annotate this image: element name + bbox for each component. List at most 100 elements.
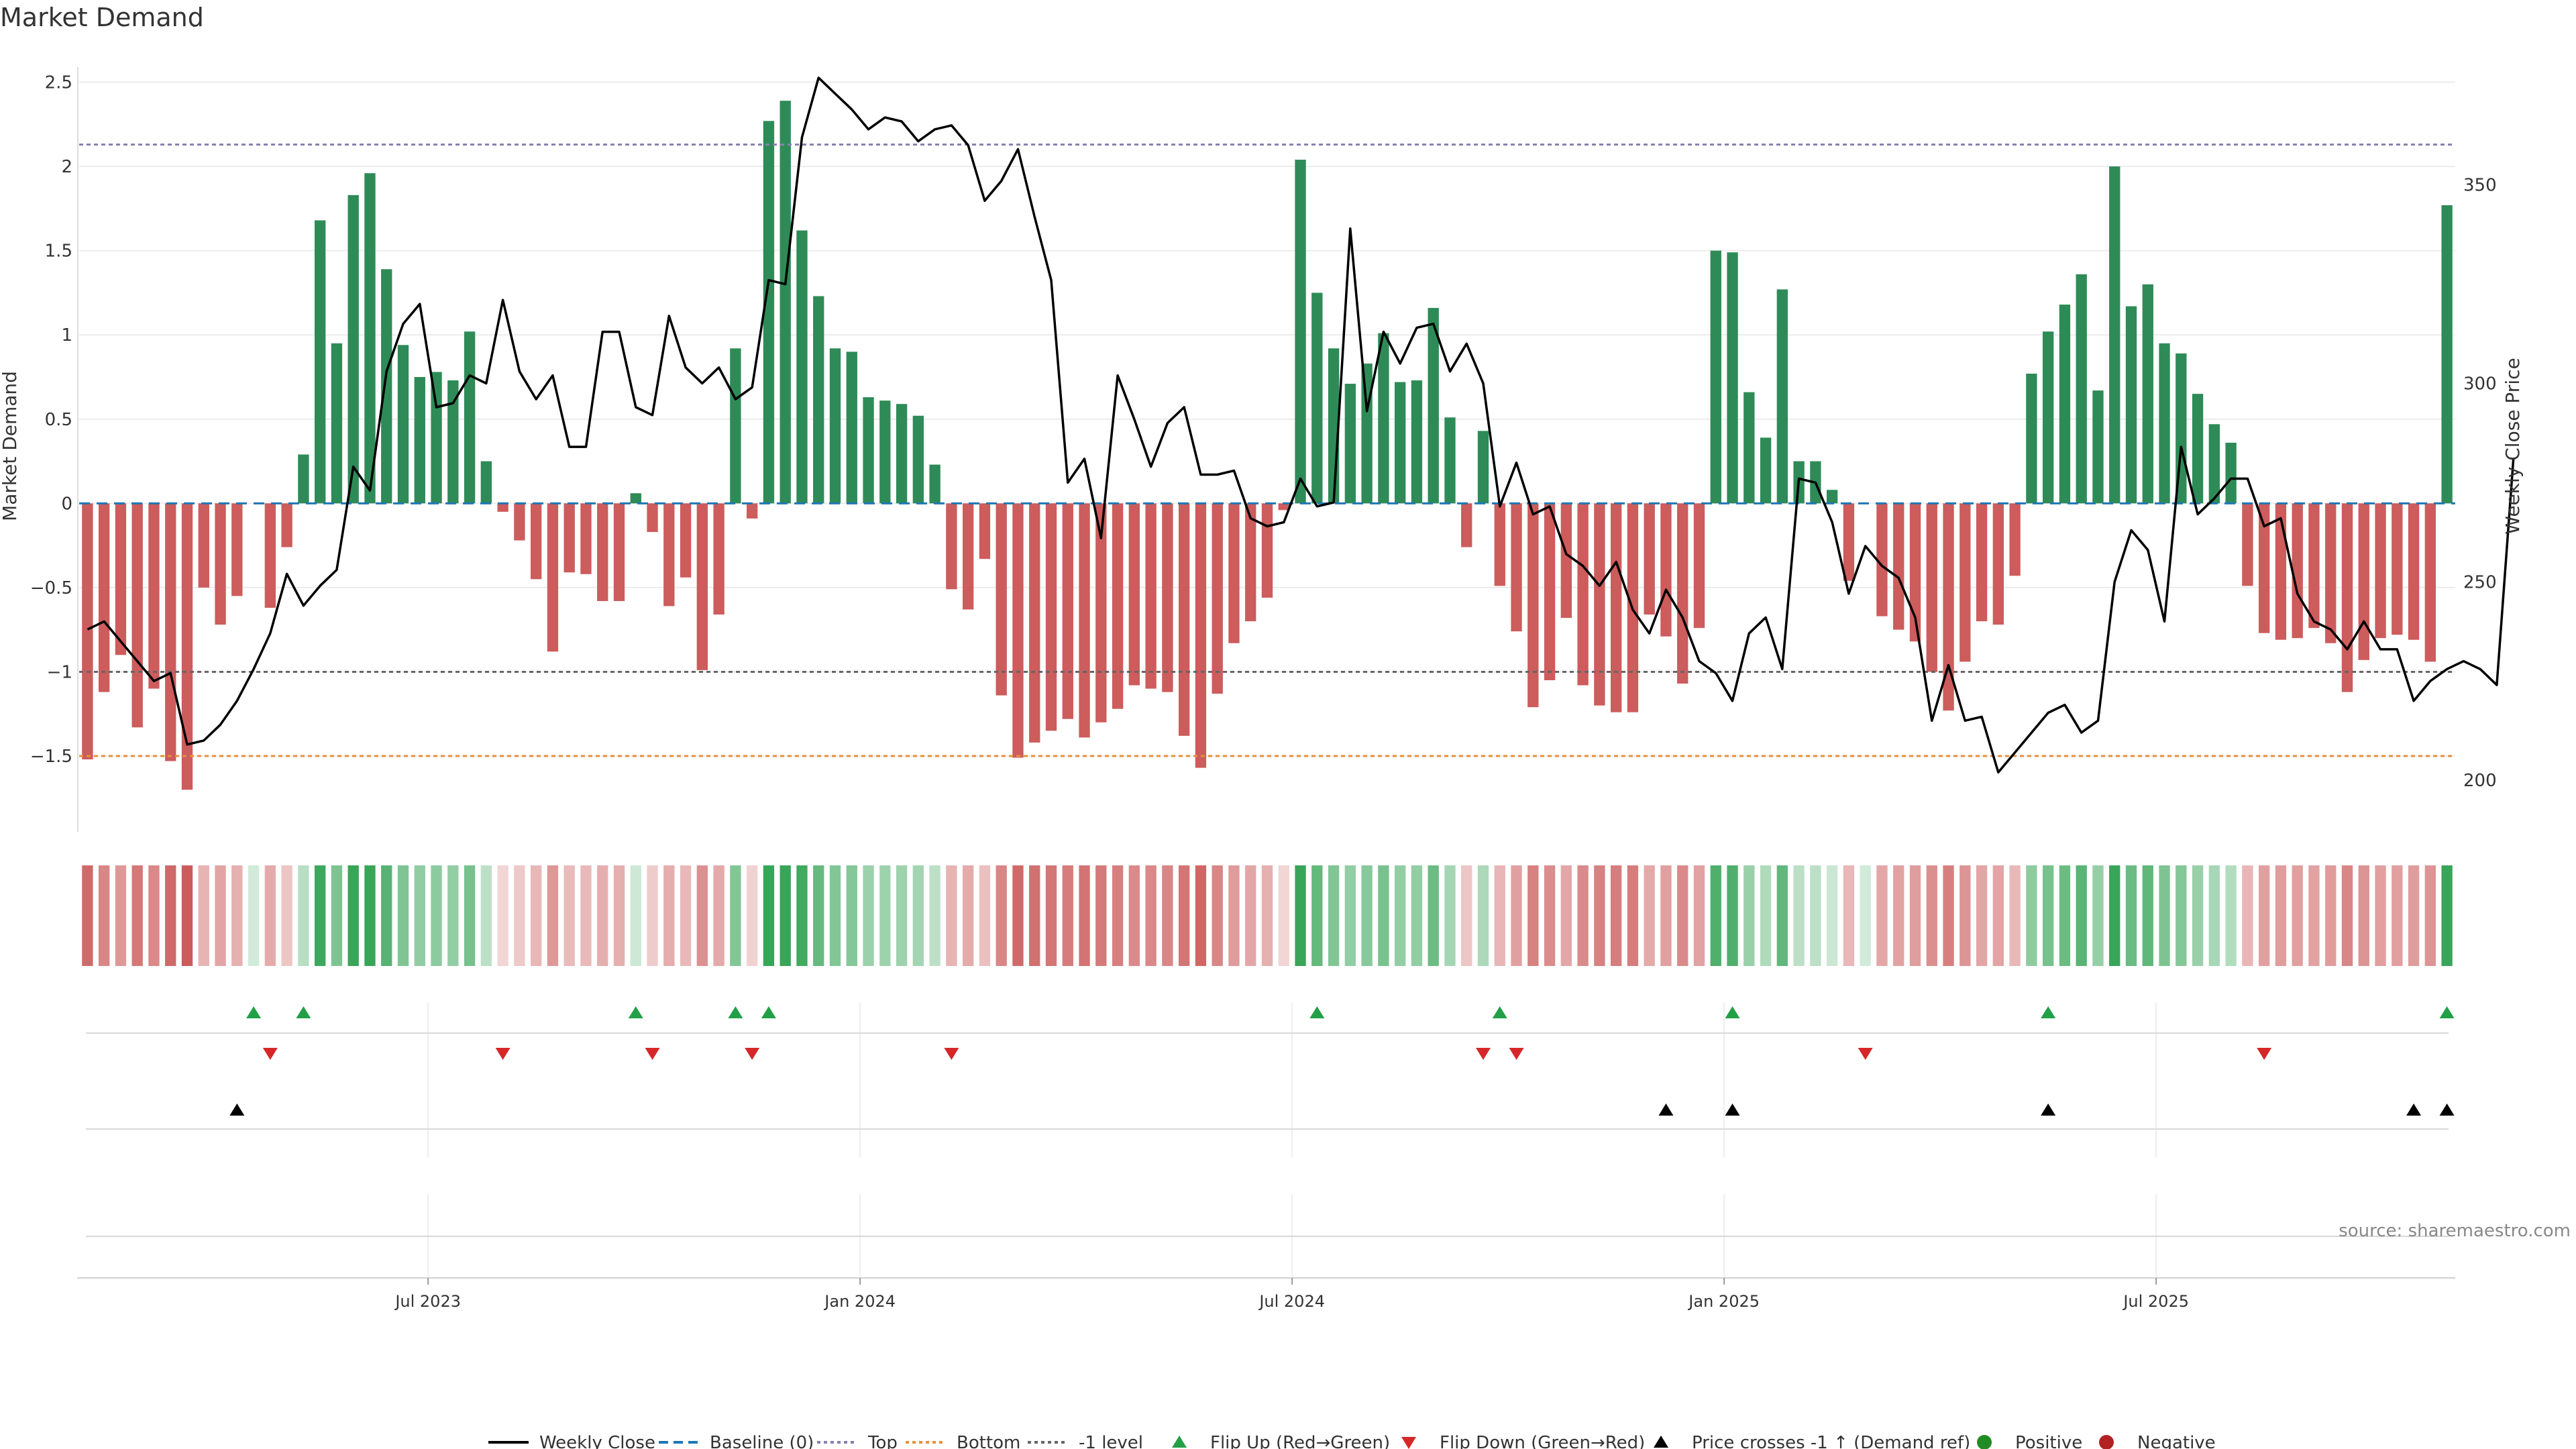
negative-bar [281, 503, 292, 547]
heat-strip-cell [1311, 865, 1323, 966]
heat-strip-cell [863, 865, 874, 966]
heat-strip-cell [597, 865, 608, 966]
heat-strip-cell [2192, 865, 2204, 966]
heat-strip-cell [264, 865, 276, 966]
negative-bar [696, 503, 708, 670]
heat-strip-cell [2441, 865, 2453, 966]
heat-strip-cell [131, 865, 143, 966]
legend-label: Bottom [957, 1433, 1020, 1449]
cross-up-marker [2406, 1104, 2422, 1116]
heat-strip-cell [1245, 865, 1256, 966]
negative-bar [2292, 503, 2303, 639]
heat-strip-cell [1594, 865, 1605, 966]
heat-strip-cell [829, 865, 841, 966]
negative-bar [680, 503, 692, 578]
positive-bar [796, 230, 808, 504]
heat-strip-cell [2275, 865, 2287, 966]
flip-up-marker [628, 1006, 643, 1018]
negative-bar [98, 503, 110, 692]
negative-bar [962, 503, 974, 610]
heat-strip-cell [613, 865, 625, 966]
negative-bar [264, 503, 276, 608]
heat-strip-cell [1710, 865, 1721, 966]
positive-bar [730, 348, 741, 504]
negative-bar [2341, 503, 2353, 692]
legend-label: Flip Up (Red→Green) [1210, 1433, 1390, 1449]
negative-bar [181, 503, 193, 790]
x-tick-label: Jul 2024 [1258, 1292, 1325, 1311]
x-tick-label: Jan 2025 [1687, 1292, 1760, 1311]
heat-strip-cell [2042, 865, 2054, 966]
cross-up-marker [2439, 1104, 2455, 1116]
x-axis: Jul 2023 Jan 2024 Jul 2024 Jan 2025 Jul 2025 [77, 1277, 2455, 1311]
negative-bar [2325, 503, 2337, 643]
heat-strip-cell [680, 865, 692, 966]
heat-strip-cell [1012, 865, 1024, 966]
negative-bar [1644, 503, 1655, 615]
legend-label: Weekly Close [539, 1433, 655, 1449]
positive-bar [1444, 417, 1456, 504]
negative-bar [1544, 503, 1556, 680]
cross-up-marker [1658, 1104, 1674, 1116]
heat-strip-cell [813, 865, 824, 966]
heat-strip-cell [2059, 865, 2071, 966]
negative-bar [1511, 503, 1522, 632]
negative-bar [1909, 503, 1921, 642]
heat-strip-cell [1992, 865, 2004, 966]
heat-strip-cell [198, 865, 209, 966]
negative-bar [1029, 503, 1040, 743]
legend-label: Top [867, 1433, 898, 1449]
negative-bar [1245, 503, 1256, 622]
heat-strip-cell [962, 865, 974, 966]
negative-bar [215, 503, 226, 625]
heat-strip-cell [181, 865, 193, 966]
positive-bar [780, 101, 791, 504]
flip-up-marker [761, 1006, 776, 1018]
negative-bar [1062, 503, 1073, 719]
negative-bar [1610, 503, 1622, 712]
negative-bar [1261, 503, 1273, 598]
heat-strip-cell [1644, 865, 1655, 966]
positive-bar [2042, 331, 2054, 504]
axes: 2.5 2 1.5 1 0.5 0 −0.5 −1 −1.5 350 300 250 200 Market… [0, 67, 2524, 832]
heat-strip-cell [2092, 865, 2104, 966]
positive-bar [1776, 289, 1788, 504]
heat-strip-cell [2308, 865, 2320, 966]
demand-heat-strip [82, 865, 2453, 966]
positive-bar [2026, 373, 2037, 504]
heat-strip-cell [2176, 865, 2187, 966]
heat-strip-cell [2375, 865, 2386, 966]
flip-down-marker [1858, 1048, 1873, 1060]
demand-bars [82, 101, 2453, 790]
heat-strip-cell [2242, 865, 2253, 966]
negative-bar [514, 503, 525, 541]
heat-strip-cell [1477, 865, 1489, 966]
heat-strip-cell [1727, 865, 1738, 966]
negative-bar [1660, 503, 1672, 637]
positive-bar [2125, 306, 2137, 504]
negative-bar [115, 503, 127, 655]
heat-strip-cell [1544, 865, 1556, 966]
heat-strip-cell [98, 865, 110, 966]
heat-strip-cell [912, 865, 924, 966]
positive-bar [414, 377, 425, 504]
heat-strip-cell [165, 865, 176, 966]
y-tick-label: 1.5 [45, 241, 72, 262]
legend-label: Negative [2137, 1433, 2216, 1449]
heat-strip-cell [1162, 865, 1173, 966]
positive-bar [2159, 343, 2170, 504]
flip-down-marker [495, 1048, 511, 1060]
heat-strip-cell [647, 865, 658, 966]
positive-bar [347, 195, 359, 504]
positive-bar [298, 454, 309, 504]
heat-strip-cell [796, 865, 808, 966]
positive-bar [1710, 250, 1721, 504]
heat-strip-cell [1494, 865, 1505, 966]
positive-bar [763, 121, 775, 504]
negative-bar [1079, 503, 1090, 738]
legend: Weekly Close Baseline (0) Top Bottom -1 leve… [488, 1433, 2216, 1449]
weekly-close-line [87, 76, 2515, 774]
negative-bar [497, 503, 508, 512]
heat-strip-cell [447, 865, 459, 966]
negative-bar [713, 503, 724, 615]
